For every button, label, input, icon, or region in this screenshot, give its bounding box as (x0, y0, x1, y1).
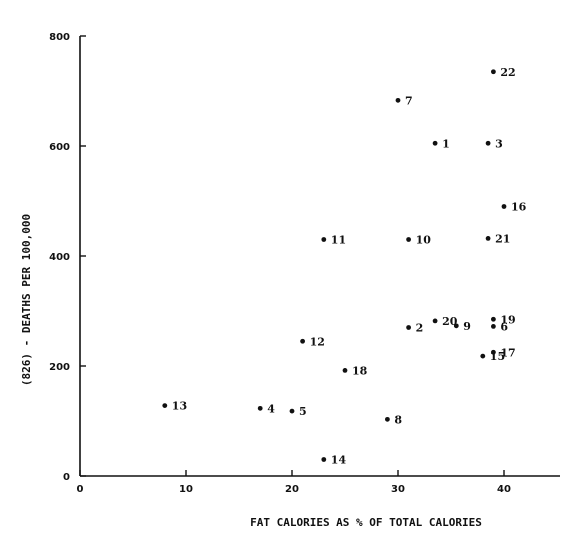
point-label: 4 (267, 402, 275, 415)
data-point (491, 349, 496, 355)
point-label: 9 (463, 320, 471, 333)
point-label: 13 (172, 400, 187, 413)
x-axis-title: FAT CALORIES AS % OF TOTAL CALORIES (250, 516, 482, 529)
data-point (321, 457, 327, 462)
data-point (385, 416, 390, 422)
data-point (406, 325, 411, 330)
point-label: 12 (310, 335, 325, 348)
data-point (342, 368, 348, 373)
data-point (480, 353, 486, 359)
point-label: 18 (352, 364, 368, 377)
point-label: 14 (331, 454, 347, 467)
data-point (501, 204, 507, 209)
point-label: 6 (500, 320, 508, 333)
x-tick-label: 30 (391, 484, 405, 495)
point-label: 7 (405, 94, 413, 107)
data-point (485, 236, 491, 241)
x-tick-label: 20 (285, 484, 299, 495)
y-ticks: 0 200 400 600 800 (49, 32, 86, 483)
data-point (485, 140, 491, 146)
y-tick-label: 800 (49, 32, 70, 43)
point-label: 2 (416, 322, 424, 335)
point-label: 1 (442, 137, 450, 150)
y-tick-label: 0 (63, 472, 70, 483)
data-point (491, 324, 496, 329)
point-label: 5 (299, 405, 307, 418)
point-label: 17 (500, 346, 515, 359)
x-tick-label: 10 (179, 484, 193, 495)
point-label: 21 (495, 232, 510, 245)
y-axis-title: (826) - DEATHS PER 100,000 (20, 214, 33, 386)
data-point (395, 97, 401, 103)
y-tick-label: 200 (49, 362, 70, 373)
x-tick-label: 0 (77, 484, 84, 495)
point-label: 3 (495, 137, 503, 150)
point-label: 8 (394, 413, 402, 426)
data-point (257, 405, 263, 411)
point-label: 19 (500, 313, 515, 326)
x-ticks: 0 10 20 30 40 (77, 470, 511, 495)
x-tick-label: 40 (497, 484, 511, 495)
point-label: 20 (442, 315, 458, 328)
data-point (491, 316, 496, 322)
data-point (289, 408, 295, 414)
data-point (432, 140, 438, 146)
data-point (162, 403, 168, 408)
data-point (406, 237, 411, 242)
point-label: 11 (331, 234, 346, 247)
data-point (453, 323, 459, 329)
y-tick-label: 600 (49, 142, 70, 153)
point-label: 10 (416, 234, 432, 247)
point-label: 22 (500, 66, 515, 79)
point-label: 16 (511, 201, 527, 214)
data-point (300, 338, 305, 344)
y-tick-label: 400 (49, 252, 70, 263)
data-point (491, 69, 496, 75)
data-point (321, 237, 327, 242)
data-point (432, 318, 438, 324)
